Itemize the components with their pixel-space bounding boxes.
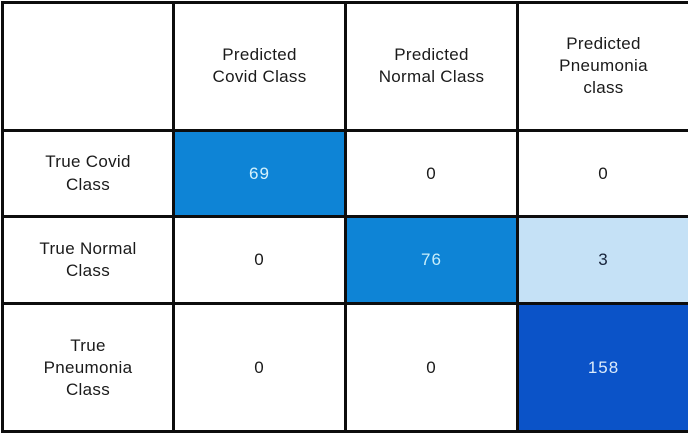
row-header-true-normal: True Normal Class [1,215,175,306]
col-header-predicted-pneumonia: Predicted Pneumonia class [516,1,688,132]
matrix-cell-true-normal-pred-normal: 76 [344,215,519,306]
matrix-cell-true-pneumonia-pred-pneumonia: 158 [516,302,688,433]
row-true-pneumonia: True Pneumonia Class 0 0 158 [1,302,688,433]
matrix-cell-true-covid-pred-normal: 0 [344,128,519,219]
corner-cell [1,1,175,132]
col-header-predicted-normal: Predicted Normal Class [344,1,519,132]
row-header-true-pneumonia: True Pneumonia Class [1,302,175,433]
matrix-cell-true-pneumonia-pred-covid: 0 [172,302,347,433]
header-row: Predicted Covid Class Predicted Normal C… [1,1,688,132]
col-header-predicted-covid: Predicted Covid Class [172,1,347,132]
row-true-covid: True Covid Class 69 0 0 [1,128,688,219]
matrix-cell-true-covid-pred-pneumonia: 0 [516,128,688,219]
matrix-cell-true-covid-pred-covid: 69 [172,128,347,219]
matrix-cell-true-normal-pred-pneumonia: 3 [516,215,688,306]
matrix-cell-true-pneumonia-pred-normal: 0 [344,302,519,433]
row-header-true-covid: True Covid Class [1,128,175,219]
row-true-normal: True Normal Class 0 76 3 [1,215,688,306]
matrix-cell-true-normal-pred-covid: 0 [172,215,347,306]
